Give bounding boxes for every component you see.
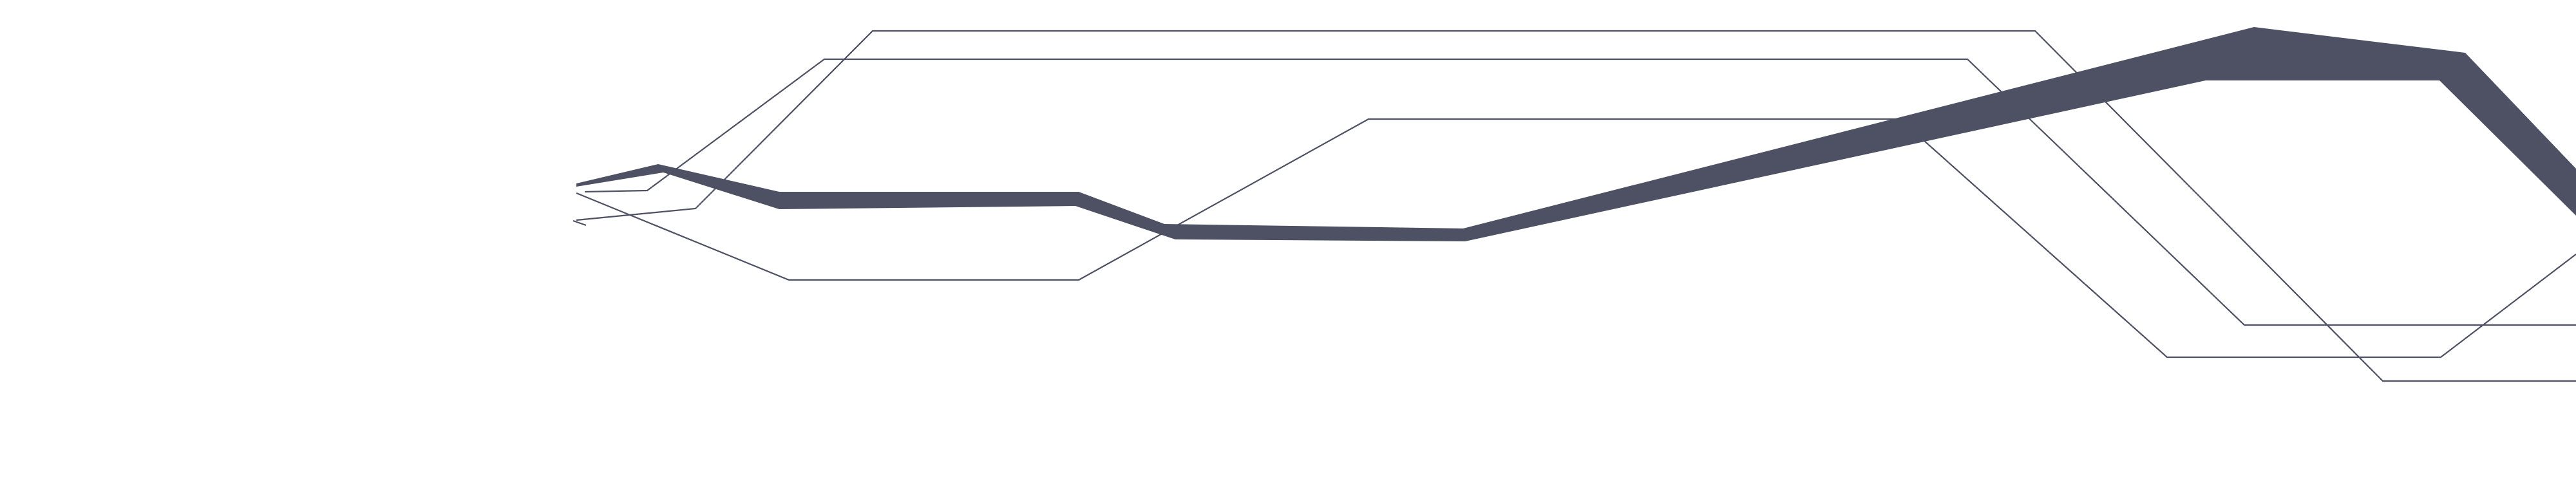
outline-line-b xyxy=(584,58,2576,326)
outline-line-c xyxy=(576,30,2576,382)
outline-line-d xyxy=(573,219,587,227)
dark-ribbon-band xyxy=(576,27,2576,241)
outline-line-a xyxy=(576,118,2576,358)
